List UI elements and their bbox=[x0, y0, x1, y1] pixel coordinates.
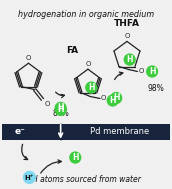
Text: H atoms sourced from water: H atoms sourced from water bbox=[32, 175, 140, 184]
Text: O: O bbox=[26, 55, 31, 61]
Text: H⁺: H⁺ bbox=[25, 175, 34, 181]
Text: O: O bbox=[101, 95, 106, 101]
FancyArrowPatch shape bbox=[115, 72, 123, 80]
Text: THFA: THFA bbox=[114, 19, 140, 29]
Text: e⁻: e⁻ bbox=[14, 127, 25, 136]
Text: O: O bbox=[44, 101, 50, 108]
Text: H: H bbox=[57, 103, 64, 112]
FancyArrowPatch shape bbox=[59, 125, 63, 137]
Text: Pd membrane: Pd membrane bbox=[90, 127, 149, 136]
Text: H: H bbox=[72, 153, 79, 162]
Text: H: H bbox=[109, 96, 116, 105]
Bar bbox=[2, 124, 170, 140]
Text: H: H bbox=[57, 105, 64, 114]
Text: 98%: 98% bbox=[148, 84, 165, 93]
Circle shape bbox=[86, 82, 97, 93]
Text: O: O bbox=[138, 68, 144, 74]
Circle shape bbox=[70, 152, 81, 163]
Text: hydrogenation in organic medium: hydrogenation in organic medium bbox=[18, 10, 154, 19]
Text: 84%: 84% bbox=[52, 109, 69, 118]
Circle shape bbox=[24, 171, 35, 183]
Circle shape bbox=[124, 54, 135, 65]
Text: H: H bbox=[126, 55, 133, 64]
Circle shape bbox=[55, 102, 66, 113]
Text: H: H bbox=[149, 67, 155, 76]
Circle shape bbox=[147, 66, 158, 77]
Circle shape bbox=[55, 105, 66, 115]
Text: O: O bbox=[85, 61, 91, 67]
Circle shape bbox=[107, 95, 118, 106]
FancyArrowPatch shape bbox=[56, 92, 64, 98]
Circle shape bbox=[111, 92, 122, 103]
Text: FA: FA bbox=[66, 46, 78, 55]
Text: H: H bbox=[113, 94, 120, 102]
FancyArrowPatch shape bbox=[22, 144, 28, 160]
Text: H: H bbox=[88, 83, 94, 92]
Text: O: O bbox=[124, 33, 130, 40]
FancyArrowPatch shape bbox=[41, 160, 61, 173]
